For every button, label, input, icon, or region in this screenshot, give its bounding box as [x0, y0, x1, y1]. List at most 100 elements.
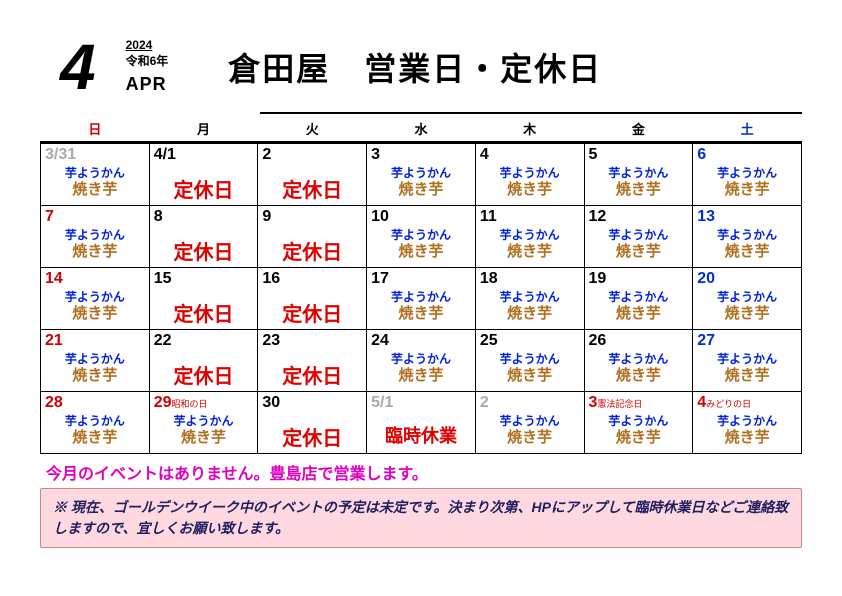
open-day-content: 芋ようかん焼き芋 [697, 352, 797, 386]
calendar-cell: 20芋ようかん焼き芋 [693, 268, 802, 330]
calendar-cell: 11芋ようかん焼き芋 [475, 206, 584, 268]
header: 4 2024 令和6年 APR 倉田屋 営業日・定休日 [40, 30, 802, 104]
product-line1: 芋ようかん [697, 228, 797, 242]
open-day-content: 芋ようかん焼き芋 [45, 228, 145, 262]
day-number: 20 [697, 270, 797, 288]
day-number: 4/1 [154, 146, 254, 164]
calendar-cell: 10 芋ようかん焼き芋 [367, 206, 476, 268]
product-line2: 焼き芋 [371, 366, 471, 386]
product-line1: 芋ようかん [480, 414, 580, 428]
calendar-cell: 9定休日 [258, 206, 367, 268]
open-day-content: 芋ようかん焼き芋 [589, 290, 689, 324]
product-line1: 芋ようかん [589, 228, 689, 242]
product-line1: 芋ようかん [371, 228, 471, 242]
product-line2: 焼き芋 [45, 242, 145, 262]
product-line1: 芋ようかん [697, 352, 797, 366]
weekday-mon: 月 [149, 116, 258, 143]
product-line2: 焼き芋 [371, 242, 471, 262]
temp-closed-label: 臨時休業 [371, 422, 471, 448]
event-notice: 今月のイベントはありません。豊島店で営業します。 [40, 460, 802, 484]
calendar-cell: 2 芋ようかん焼き芋 [475, 392, 584, 454]
product-line2: 焼き芋 [480, 366, 580, 386]
calendar-row: 7芋ようかん焼き芋8定休日9定休日10芋ようかん焼き芋11芋ようかん焼き芋12芋… [41, 206, 802, 268]
closed-label: 定休日 [154, 298, 254, 327]
product-line2: 焼き芋 [697, 428, 797, 448]
closed-label: 定休日 [262, 236, 362, 265]
day-number: 10 [371, 208, 471, 226]
day-number: 18 [480, 270, 580, 288]
open-day-content: 芋ようかん焼き芋 [589, 228, 689, 262]
calendar-cell: 14芋ようかん焼き芋 [41, 268, 150, 330]
page-title: 倉田屋 営業日・定休日 [228, 44, 602, 90]
day-number: 24 [371, 332, 471, 350]
calendar-cell: 19 芋ようかん焼き芋 [584, 268, 693, 330]
open-day-content: 芋ようかん焼き芋 [45, 166, 145, 200]
day-number: 19 [589, 270, 689, 288]
closed-label: 定休日 [154, 174, 254, 203]
holiday-name: 憲法記念日 [597, 399, 642, 409]
day-number: 21 [45, 332, 145, 350]
calendar-cell: 2定休日 [258, 143, 367, 206]
product-line2: 焼き芋 [697, 304, 797, 324]
product-line2: 焼き芋 [45, 180, 145, 200]
open-day-content: 芋ようかん焼き芋 [697, 414, 797, 448]
calendar-cell: 3憲法記念日芋ようかん焼き芋 [584, 392, 693, 454]
day-number: 5 [589, 146, 689, 164]
closed-label: 定休日 [262, 298, 362, 327]
product-line2: 焼き芋 [480, 428, 580, 448]
open-day-content: 芋ようかん焼き芋 [371, 290, 471, 324]
day-number: 30 [262, 394, 362, 412]
open-day-content: 芋ようかん焼き芋 [45, 414, 145, 448]
product-line1: 芋ようかん [371, 290, 471, 304]
product-line1: 芋ようかん [45, 352, 145, 366]
product-line1: 芋ようかん [697, 414, 797, 428]
product-line1: 芋ようかん [589, 290, 689, 304]
weekday-sun: 日 [41, 116, 150, 143]
calendar-cell: 23定休日 [258, 330, 367, 392]
product-line1: 芋ようかん [480, 352, 580, 366]
product-line1: 芋ようかん [480, 228, 580, 242]
calendar-cell: 22 定休日 [149, 330, 258, 392]
open-day-content: 芋ようかん焼き芋 [589, 166, 689, 200]
calendar-cell: 6芋ようかん焼き芋 [693, 143, 802, 206]
title-rule [260, 112, 802, 114]
calendar-cell: 4みどりの日芋ようかん焼き芋 [693, 392, 802, 454]
calendar-cell: 7芋ようかん焼き芋 [41, 206, 150, 268]
day-number: 8 [154, 208, 254, 226]
day-number: 26 [589, 332, 689, 350]
closed-label: 定休日 [154, 360, 254, 389]
day-number: 16 [262, 270, 362, 288]
product-line2: 焼き芋 [45, 366, 145, 386]
open-day-content: 芋ようかん焼き芋 [45, 352, 145, 386]
month-number: 4 [60, 30, 96, 104]
calendar-cell: 18芋ようかん焼き芋 [475, 268, 584, 330]
open-day-content: 芋ようかん焼き芋 [480, 352, 580, 386]
product-line2: 焼き芋 [154, 428, 254, 448]
day-number: 2 [480, 394, 580, 412]
open-day-content: 芋ようかん焼き芋 [154, 414, 254, 448]
calendar-row: 3/31芋ようかん焼き芋4/1定休日2定休日3芋ようかん焼き芋4芋ようかん焼き芋… [41, 143, 802, 206]
open-day-content: 芋ようかん焼き芋 [480, 228, 580, 262]
era-year: 令和6年 [126, 53, 169, 70]
closed-label: 定休日 [262, 360, 362, 389]
product-line1: 芋ようかん [589, 352, 689, 366]
calendar-cell: 3/31芋ようかん焼き芋 [41, 143, 150, 206]
calendar-row: 14芋ようかん焼き芋15定休日16定休日17芋ようかん焼き芋18芋ようかん焼き芋… [41, 268, 802, 330]
closed-label: 定休日 [154, 236, 254, 265]
holiday-name: 昭和の日 [172, 399, 208, 409]
calendar-cell: 26芋ようかん焼き芋 [584, 330, 693, 392]
product-line1: 芋ようかん [371, 166, 471, 180]
calendar-cell: 5/1臨時休業 [367, 392, 476, 454]
day-number: 27 [697, 332, 797, 350]
calendar-row: 28芋ようかん焼き芋29昭和の日芋ようかん焼き芋30定休日5/1臨時休業2芋よう… [41, 392, 802, 454]
day-number: 25 [480, 332, 580, 350]
day-number: 22 [154, 332, 254, 350]
open-day-content: 芋ようかん焼き芋 [480, 166, 580, 200]
closed-label: 定休日 [262, 422, 362, 451]
product-line1: 芋ようかん [45, 414, 145, 428]
product-line2: 焼き芋 [697, 180, 797, 200]
calendar-cell: 5 芋ようかん焼き芋 [584, 143, 693, 206]
product-line1: 芋ようかん [480, 166, 580, 180]
day-number: 4 [480, 146, 580, 164]
product-line1: 芋ようかん [480, 290, 580, 304]
